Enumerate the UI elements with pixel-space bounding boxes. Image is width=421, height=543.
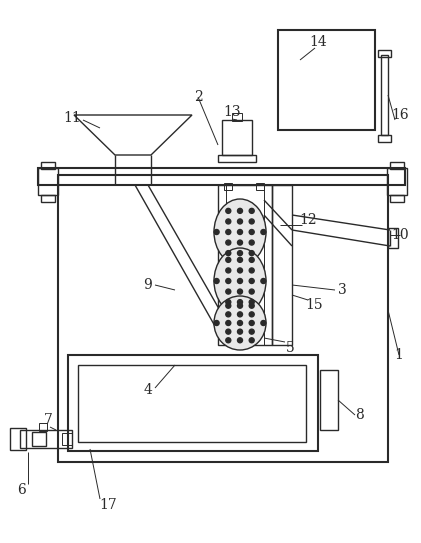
Bar — [62, 433, 72, 445]
Text: 12: 12 — [299, 213, 317, 227]
Circle shape — [226, 230, 231, 235]
Circle shape — [226, 209, 231, 213]
Bar — [278, 30, 375, 130]
Text: 1: 1 — [394, 348, 403, 362]
Circle shape — [226, 338, 231, 343]
Ellipse shape — [214, 248, 266, 314]
Circle shape — [226, 268, 231, 273]
Circle shape — [214, 279, 219, 283]
Circle shape — [237, 251, 242, 256]
Ellipse shape — [214, 296, 266, 350]
Bar — [378, 135, 391, 142]
Circle shape — [226, 303, 231, 308]
Circle shape — [226, 251, 231, 256]
Circle shape — [249, 312, 254, 317]
Circle shape — [249, 300, 254, 305]
Bar — [38, 168, 405, 185]
Bar — [38, 168, 58, 195]
Bar — [222, 120, 252, 155]
Text: 13: 13 — [223, 105, 241, 119]
Text: 15: 15 — [305, 298, 323, 312]
Circle shape — [214, 230, 219, 235]
Bar — [387, 168, 407, 195]
Text: 5: 5 — [285, 341, 294, 355]
Bar — [378, 50, 391, 57]
Circle shape — [249, 279, 254, 283]
Circle shape — [249, 219, 254, 224]
Bar — [390, 195, 404, 202]
Circle shape — [237, 279, 242, 283]
Text: 3: 3 — [338, 283, 346, 297]
Bar — [320, 370, 338, 430]
Text: 10: 10 — [391, 228, 409, 242]
Circle shape — [249, 268, 254, 273]
Ellipse shape — [214, 199, 266, 265]
Circle shape — [237, 240, 242, 245]
Circle shape — [249, 329, 254, 334]
Bar — [41, 195, 55, 202]
Circle shape — [249, 257, 254, 262]
Bar — [272, 185, 292, 345]
Text: 14: 14 — [309, 35, 327, 49]
Circle shape — [249, 230, 254, 235]
Circle shape — [226, 312, 231, 317]
Bar — [388, 228, 398, 248]
Text: 11: 11 — [63, 111, 81, 125]
Bar — [256, 183, 264, 190]
Text: 7: 7 — [43, 413, 53, 427]
Circle shape — [237, 312, 242, 317]
Circle shape — [226, 240, 231, 245]
Text: 2: 2 — [194, 90, 203, 104]
Bar — [10, 428, 26, 450]
Text: 6: 6 — [18, 483, 27, 497]
Circle shape — [237, 268, 242, 273]
Bar — [390, 162, 404, 169]
Circle shape — [237, 209, 242, 213]
Circle shape — [249, 209, 254, 213]
Circle shape — [237, 338, 242, 343]
Text: 4: 4 — [144, 383, 152, 397]
Circle shape — [226, 219, 231, 224]
Text: 8: 8 — [356, 408, 364, 422]
Circle shape — [249, 303, 254, 308]
Bar — [232, 113, 242, 121]
Text: 16: 16 — [391, 108, 409, 122]
Circle shape — [249, 251, 254, 256]
Circle shape — [249, 320, 254, 325]
Bar — [58, 175, 388, 462]
Circle shape — [237, 230, 242, 235]
Circle shape — [237, 329, 242, 334]
Bar — [78, 365, 306, 442]
Bar — [224, 183, 232, 190]
Bar — [381, 55, 388, 135]
Circle shape — [249, 240, 254, 245]
Circle shape — [226, 300, 231, 305]
Circle shape — [237, 289, 242, 294]
Circle shape — [249, 289, 254, 294]
Circle shape — [237, 303, 242, 308]
Text: 17: 17 — [99, 498, 117, 512]
Bar — [39, 423, 47, 431]
Circle shape — [226, 329, 231, 334]
Circle shape — [226, 279, 231, 283]
Circle shape — [214, 320, 219, 325]
Bar — [68, 355, 318, 451]
Circle shape — [226, 257, 231, 262]
Circle shape — [261, 230, 266, 235]
Circle shape — [237, 300, 242, 305]
Circle shape — [249, 338, 254, 343]
Bar — [218, 185, 272, 345]
Bar — [32, 432, 46, 446]
Circle shape — [237, 257, 242, 262]
Circle shape — [261, 279, 266, 283]
Circle shape — [261, 320, 266, 325]
Bar — [20, 430, 72, 448]
Bar — [218, 155, 256, 162]
Circle shape — [226, 320, 231, 325]
Circle shape — [237, 320, 242, 325]
Text: 9: 9 — [144, 278, 152, 292]
Circle shape — [226, 289, 231, 294]
Circle shape — [237, 219, 242, 224]
Bar — [41, 162, 55, 169]
